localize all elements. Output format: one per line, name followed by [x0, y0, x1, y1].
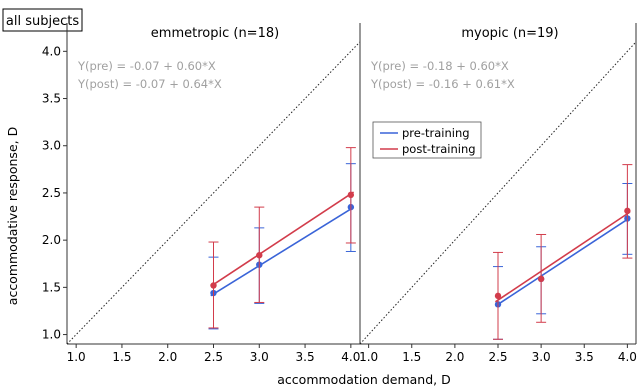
emmetropic-y-tick-label: 3.5: [42, 92, 61, 106]
emmetropic-x-tick-label: 1.5: [112, 350, 131, 364]
emmetropic-data-point-post: [210, 282, 217, 289]
myopic-data-point-post: [494, 292, 502, 300]
emmetropic-y-tick-label: 4.0: [42, 44, 61, 58]
emmetropic-y-tick-label: 3.0: [42, 139, 61, 153]
myopic-x-tick-label: 2.5: [488, 350, 507, 364]
myopic-data-point-post: [624, 207, 631, 215]
panel-title-emmetropic: emmetropic (n=18): [151, 26, 279, 41]
emmetropic-identity-line: [66, 41, 361, 345]
emmetropic-x-tick-label: 4.0: [341, 350, 360, 364]
emmetropic-equation-pre: Y(pre) = -0.07 + 0.60*X: [77, 59, 216, 73]
emmetropic-x-tick-label: 3.0: [250, 350, 269, 364]
legend-label-pre: pre-training: [402, 126, 470, 140]
emmetropic-x-tick-label: 2.5: [204, 350, 223, 364]
legend-box: [372, 121, 482, 159]
y-axis-label: accommodative response, D: [5, 127, 20, 305]
emmetropic-x-tick-label: 1.0: [67, 350, 86, 364]
emmetropic-y-tick-label: 2.0: [42, 233, 61, 247]
myopic-fit-line-pre: [494, 217, 631, 307]
emmetropic-equation-post: Y(post) = -0.07 + 0.64*X: [77, 77, 222, 91]
myopic-x-tick-label: 2.0: [445, 350, 464, 364]
legend: pre-training post-training: [372, 121, 482, 159]
x-axis-label: accommodation demand, D: [277, 372, 450, 387]
myopic-equation-post: Y(post) = -0.16 + 0.61*X: [370, 77, 515, 91]
myopic-fit-line-post: [494, 211, 631, 303]
emmetropic-x-tick-label: 2.0: [158, 350, 177, 364]
myopic-x-tick-label: 1.5: [402, 350, 421, 364]
myopic-x-tick-label: 3.0: [532, 350, 551, 364]
emmetropic-data-point-post: [256, 252, 263, 259]
subset-tag-box: [2, 8, 83, 32]
emmetropic-y-tick-label: 1.5: [42, 280, 61, 294]
emmetropic-data-point-post: [347, 191, 355, 199]
myopic-x-tick-label: 3.5: [575, 350, 594, 364]
myopic-data-point-post: [537, 275, 545, 283]
panel-myopic: 1.0 1.5 2.0 2.5 3.0 3.5 4.0 Y(pre) = -0.18 + 0.…: [359, 23, 637, 364]
emmetropic-y-tick-label: 1.0: [42, 328, 61, 342]
subset-tag: all subjects: [6, 14, 79, 29]
myopic-x-tick-label: 1.0: [359, 350, 378, 364]
emmetropic-fit-line-pre: [210, 206, 355, 297]
panel-title-myopic: myopic (n=19): [461, 26, 558, 41]
legend-label-post: post-training: [402, 142, 476, 156]
emmetropic-fit-line-post: [210, 191, 355, 288]
myopic-equation-pre: Y(pre) = -0.18 + 0.60*X: [370, 59, 509, 73]
emmetropic-y-tick-label: 2.5: [42, 186, 61, 200]
emmetropic-x-tick-label: 3.5: [296, 350, 315, 364]
myopic-x-tick-label: 4.0: [618, 350, 637, 364]
panel-emmetropic: 1.0 1.5 2.0 2.5 3.0 3.5 4.0 1.0 1.5 2.0 2.5 3.0 3.5 4…: [42, 23, 361, 364]
